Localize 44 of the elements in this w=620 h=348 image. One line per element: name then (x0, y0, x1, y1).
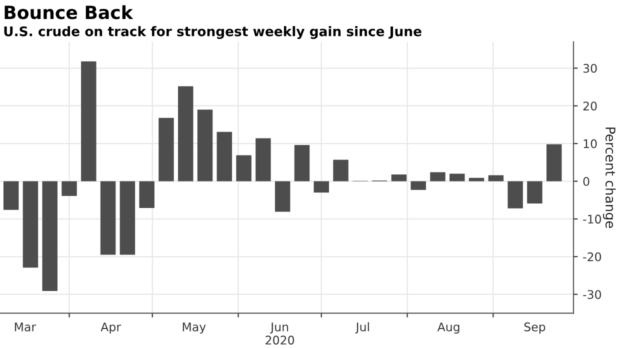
bar (236, 155, 252, 182)
bar (158, 118, 174, 182)
bar (333, 160, 348, 182)
bar (120, 181, 136, 255)
y-tick-label: -30 (583, 290, 602, 300)
bar (178, 86, 194, 182)
bar (430, 172, 446, 182)
bar (22, 181, 38, 268)
bar (274, 181, 290, 212)
bar (527, 181, 542, 204)
bar (42, 181, 58, 291)
bar (391, 174, 407, 182)
x-tick-label: May (182, 322, 206, 334)
chart-title: Bounce Back (4, 5, 134, 20)
x-tick-label: Jul (355, 322, 369, 334)
bar (62, 181, 77, 196)
y-tick-label: 10 (584, 139, 597, 148)
y-tick-label: -10 (583, 214, 602, 224)
bar (314, 181, 329, 193)
bar (488, 175, 504, 182)
bar (3, 181, 19, 210)
x-tick-label: Apr (100, 322, 122, 334)
y-tick-label: 20 (583, 102, 597, 111)
bar (139, 181, 154, 208)
x-tick-label: Jun 2020 (266, 322, 294, 345)
x-tick-label: Aug (437, 322, 460, 334)
bar (294, 145, 310, 182)
bar (197, 110, 213, 182)
x-tick-label: Sep (524, 322, 546, 334)
chart-subtitle: U.S. crude on track for strongest weekly gain since June (4, 26, 422, 39)
bar (468, 178, 484, 182)
bar (256, 138, 271, 182)
bar (450, 174, 465, 182)
y-tick-label: -20 (583, 252, 602, 262)
bar (100, 181, 116, 255)
bar (410, 181, 426, 190)
y-axis-title: Percent change (602, 128, 616, 228)
bar (216, 132, 232, 182)
x-tick-label: Mar (14, 322, 36, 332)
bar (508, 181, 523, 208)
y-tick-label: 30 (583, 64, 597, 73)
bar (546, 144, 562, 182)
y-tick-label: 0 (583, 176, 590, 186)
bar (81, 61, 96, 182)
